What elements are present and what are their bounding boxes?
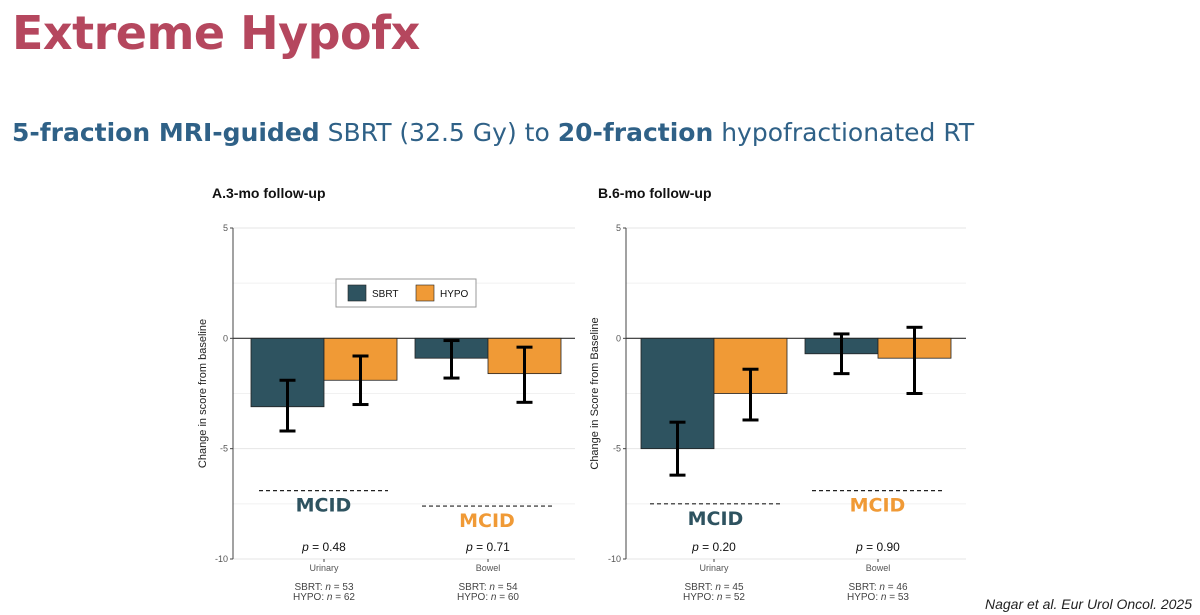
x-tick-label: Urinary: [699, 563, 729, 573]
y-tick-label: 0: [616, 333, 621, 343]
subtitle-part: 5-fraction MRI-guided: [12, 118, 320, 147]
y-tick-label: -5: [220, 444, 228, 454]
n-label: HYPO: n = 62: [293, 592, 355, 603]
y-tick-label: 5: [223, 223, 228, 233]
slide-title: Extreme Hypofx: [12, 6, 420, 60]
y-axis-label: Change in Score from Baseline: [589, 317, 601, 469]
legend-label: HYPO: [440, 289, 469, 300]
x-tick-label: Bowel: [476, 563, 501, 573]
n-label: SBRT: n = 54: [458, 582, 517, 593]
p-value-label: p = 0.71: [465, 540, 510, 554]
p-value-label: p = 0.20: [691, 540, 736, 554]
legend-label: SBRT: [372, 289, 399, 300]
legend-swatch: [415, 284, 435, 302]
panel-title: A.3-mo follow-up: [212, 185, 326, 201]
y-tick-label: 0: [223, 333, 228, 343]
legend-swatch: [347, 284, 367, 302]
n-label: SBRT: n = 45: [684, 582, 743, 593]
x-tick-label: Bowel: [866, 563, 891, 573]
slide-subtitle: 5-fraction MRI-guided SBRT (32.5 Gy) to …: [12, 118, 974, 147]
n-label: SBRT: n = 53: [294, 582, 353, 593]
n-label: SBRT: n = 46: [848, 582, 907, 593]
mcid-label: MCID: [459, 510, 515, 532]
panel-title: B.6-mo follow-up: [598, 185, 712, 201]
p-value-label: p = 0.90: [855, 540, 900, 554]
n-label: HYPO: n = 53: [847, 592, 909, 603]
y-tick-label: -10: [608, 554, 621, 564]
x-tick-label: Urinary: [309, 563, 339, 573]
y-tick-label: -5: [613, 444, 621, 454]
subtitle-part: 20-fraction: [557, 118, 714, 147]
y-tick-label: 5: [616, 223, 621, 233]
mcid-label: MCID: [296, 495, 352, 517]
subtitle-part: SBRT (32.5 Gy) to: [319, 118, 558, 147]
mcid-label: MCID: [850, 495, 906, 517]
n-label: HYPO: n = 60: [457, 592, 519, 603]
y-axis-label: Change in score from baseline: [197, 319, 209, 468]
citation: Nagar et al. Eur Urol Oncol. 2025: [985, 596, 1192, 612]
mcid-label: MCID: [688, 508, 744, 530]
n-label: HYPO: n = 52: [683, 592, 745, 603]
subtitle-part: hypofractionated RT: [713, 118, 975, 147]
p-value-label: p = 0.48: [301, 540, 346, 554]
y-tick-label: -10: [215, 554, 228, 564]
